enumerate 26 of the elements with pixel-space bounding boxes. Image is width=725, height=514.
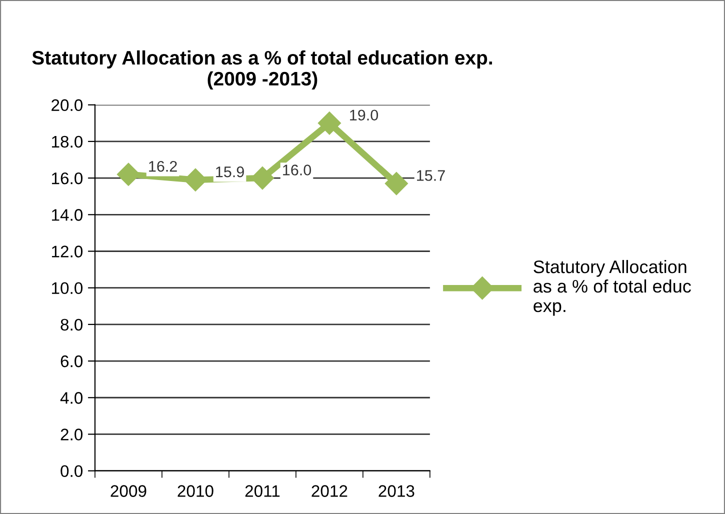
x-tick-label: 2013: [378, 485, 414, 497]
data-label: 15.7: [417, 170, 445, 181]
y-tick-label: 0.0: [60, 465, 83, 478]
point: [116, 162, 140, 186]
x-tick-label: 2012: [312, 485, 348, 497]
x-tick-label: 2009: [110, 485, 146, 497]
chart-title: Statutory Allocation as a % of total education exp. (2009 -2013): [32, 50, 492, 90]
y-tick-label: 2.0: [60, 428, 83, 440]
point: [384, 172, 408, 196]
y-tick-label: 10.0: [52, 282, 83, 294]
y-tick-label: 8.0: [60, 318, 83, 331]
y-tick-label: 12.0: [52, 246, 83, 258]
y-tick-label: 6.0: [60, 355, 83, 368]
x-tick-label: 2011: [245, 485, 280, 497]
y-tick-label: 14.0: [52, 209, 83, 221]
legend-label: Statutory Allocation as a % of total educ exp.: [534, 260, 691, 316]
y-tick-label: 4.0: [60, 392, 83, 404]
y-tick-label: 16.0: [52, 172, 83, 184]
data-label: 16.0: [283, 164, 312, 176]
x-tick-label: 2010: [178, 485, 214, 497]
data-label: 19.0: [350, 110, 378, 121]
point: [318, 112, 341, 135]
y-tick-label: 20.0: [52, 99, 83, 112]
data-label: 15.9: [216, 166, 244, 178]
data-label: 16.2: [149, 160, 177, 172]
y-tick-label: 18.0: [52, 136, 83, 148]
